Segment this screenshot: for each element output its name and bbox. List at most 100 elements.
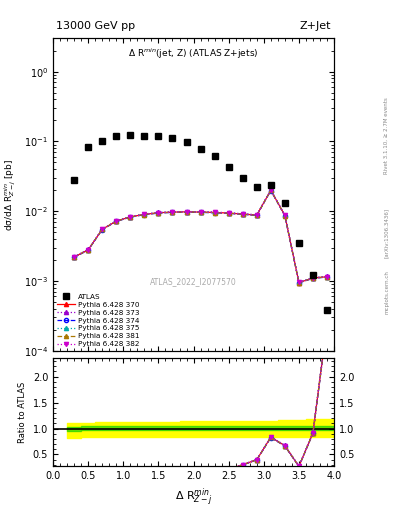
Pythia 6.428 373 [198, 209, 203, 215]
Pythia 6.428 370 [268, 187, 273, 193]
ATLAS [142, 133, 147, 139]
ATLAS [268, 182, 273, 188]
Pythia 6.428 381 [241, 211, 245, 217]
Pythia 6.428 374 [325, 274, 329, 280]
Pythia 6.428 373 [254, 211, 259, 218]
Pythia 6.428 374 [268, 187, 273, 194]
Pythia 6.428 382 [72, 254, 77, 260]
Pythia 6.428 374 [100, 226, 105, 232]
Pythia 6.428 374 [128, 214, 133, 220]
Line: Pythia 6.428 381: Pythia 6.428 381 [72, 188, 329, 285]
Pythia 6.428 370 [297, 280, 301, 286]
Pythia 6.428 375 [170, 209, 175, 215]
Pythia 6.428 381 [198, 209, 203, 216]
Pythia 6.428 370 [184, 209, 189, 215]
Pythia 6.428 381 [128, 214, 133, 220]
Pythia 6.428 375 [72, 254, 77, 260]
Pythia 6.428 382 [170, 209, 175, 215]
Pythia 6.428 370 [325, 273, 329, 280]
Pythia 6.428 374 [198, 209, 203, 216]
Pythia 6.428 370 [212, 209, 217, 216]
Pythia 6.428 375 [212, 209, 217, 216]
Pythia 6.428 373 [142, 211, 147, 217]
Pythia 6.428 373 [268, 187, 273, 193]
Pythia 6.428 374 [310, 275, 315, 282]
Pythia 6.428 375 [268, 187, 273, 193]
Pythia 6.428 374 [297, 280, 301, 286]
Pythia 6.428 370 [100, 226, 105, 232]
Pythia 6.428 375 [86, 247, 90, 253]
Pythia 6.428 374 [156, 210, 161, 216]
ATLAS [212, 153, 217, 159]
Pythia 6.428 381 [142, 211, 147, 218]
Pythia 6.428 374 [254, 212, 259, 219]
Pythia 6.428 382 [310, 275, 315, 281]
Pythia 6.428 375 [241, 211, 245, 217]
Pythia 6.428 381 [268, 187, 273, 194]
Pythia 6.428 382 [241, 211, 245, 217]
Pythia 6.428 374 [114, 219, 119, 225]
Pythia 6.428 373 [170, 209, 175, 215]
Pythia 6.428 370 [128, 214, 133, 220]
Pythia 6.428 374 [170, 209, 175, 216]
Pythia 6.428 374 [72, 254, 77, 261]
ATLAS [72, 177, 77, 183]
Pythia 6.428 382 [114, 218, 119, 224]
Pythia 6.428 382 [297, 280, 301, 286]
Pythia 6.428 373 [297, 279, 301, 285]
Pythia 6.428 374 [241, 211, 245, 218]
Pythia 6.428 370 [156, 210, 161, 216]
Pythia 6.428 375 [226, 210, 231, 216]
Pythia 6.428 375 [156, 209, 161, 216]
Pythia 6.428 381 [86, 247, 90, 253]
Pythia 6.428 373 [72, 254, 77, 260]
Pythia 6.428 370 [241, 211, 245, 217]
Pythia 6.428 382 [198, 209, 203, 215]
Pythia 6.428 381 [114, 218, 119, 224]
Pythia 6.428 373 [226, 210, 231, 216]
Pythia 6.428 370 [72, 254, 77, 260]
Pythia 6.428 382 [268, 187, 273, 193]
ATLAS [184, 139, 189, 145]
Line: ATLAS: ATLAS [71, 132, 330, 313]
ATLAS [156, 133, 161, 139]
ATLAS [283, 200, 287, 206]
Pythia 6.428 381 [72, 254, 77, 260]
Pythia 6.428 375 [297, 279, 301, 285]
Pythia 6.428 370 [170, 209, 175, 215]
Pythia 6.428 382 [254, 212, 259, 218]
Line: Pythia 6.428 373: Pythia 6.428 373 [72, 188, 329, 284]
ATLAS [170, 135, 175, 141]
Pythia 6.428 373 [325, 273, 329, 280]
Pythia 6.428 373 [241, 210, 245, 217]
ATLAS [325, 307, 329, 313]
Pythia 6.428 373 [128, 214, 133, 220]
ATLAS [241, 175, 245, 181]
Text: [arXiv:1306.3436]: [arXiv:1306.3436] [384, 208, 389, 258]
Pythia 6.428 373 [156, 209, 161, 216]
Pythia 6.428 375 [310, 275, 315, 281]
Line: Pythia 6.428 374: Pythia 6.428 374 [72, 188, 329, 285]
Text: Rivet 3.1.10, ≥ 2.7M events: Rivet 3.1.10, ≥ 2.7M events [384, 97, 389, 174]
Pythia 6.428 370 [142, 211, 147, 218]
Text: 13000 GeV pp: 13000 GeV pp [56, 20, 135, 31]
Pythia 6.428 373 [283, 212, 287, 218]
Text: mcplots.cern.ch: mcplots.cern.ch [384, 270, 389, 314]
Line: Pythia 6.428 382: Pythia 6.428 382 [72, 188, 329, 285]
Pythia 6.428 375 [142, 211, 147, 217]
Pythia 6.428 374 [283, 212, 287, 219]
Pythia 6.428 375 [198, 209, 203, 215]
Pythia 6.428 373 [114, 218, 119, 224]
Pythia 6.428 375 [128, 214, 133, 220]
ATLAS [86, 144, 90, 150]
Pythia 6.428 374 [86, 247, 90, 253]
Pythia 6.428 382 [142, 211, 147, 218]
Y-axis label: dσ/dΔ R$^{min}_{Z-j}$ [pb]: dσ/dΔ R$^{min}_{Z-j}$ [pb] [3, 159, 18, 230]
Pythia 6.428 382 [212, 209, 217, 216]
ATLAS [128, 132, 133, 138]
Pythia 6.428 382 [226, 210, 231, 216]
Line: Pythia 6.428 375: Pythia 6.428 375 [72, 188, 329, 285]
Pythia 6.428 382 [128, 214, 133, 220]
Pythia 6.428 382 [100, 226, 105, 232]
Pythia 6.428 374 [212, 210, 217, 216]
